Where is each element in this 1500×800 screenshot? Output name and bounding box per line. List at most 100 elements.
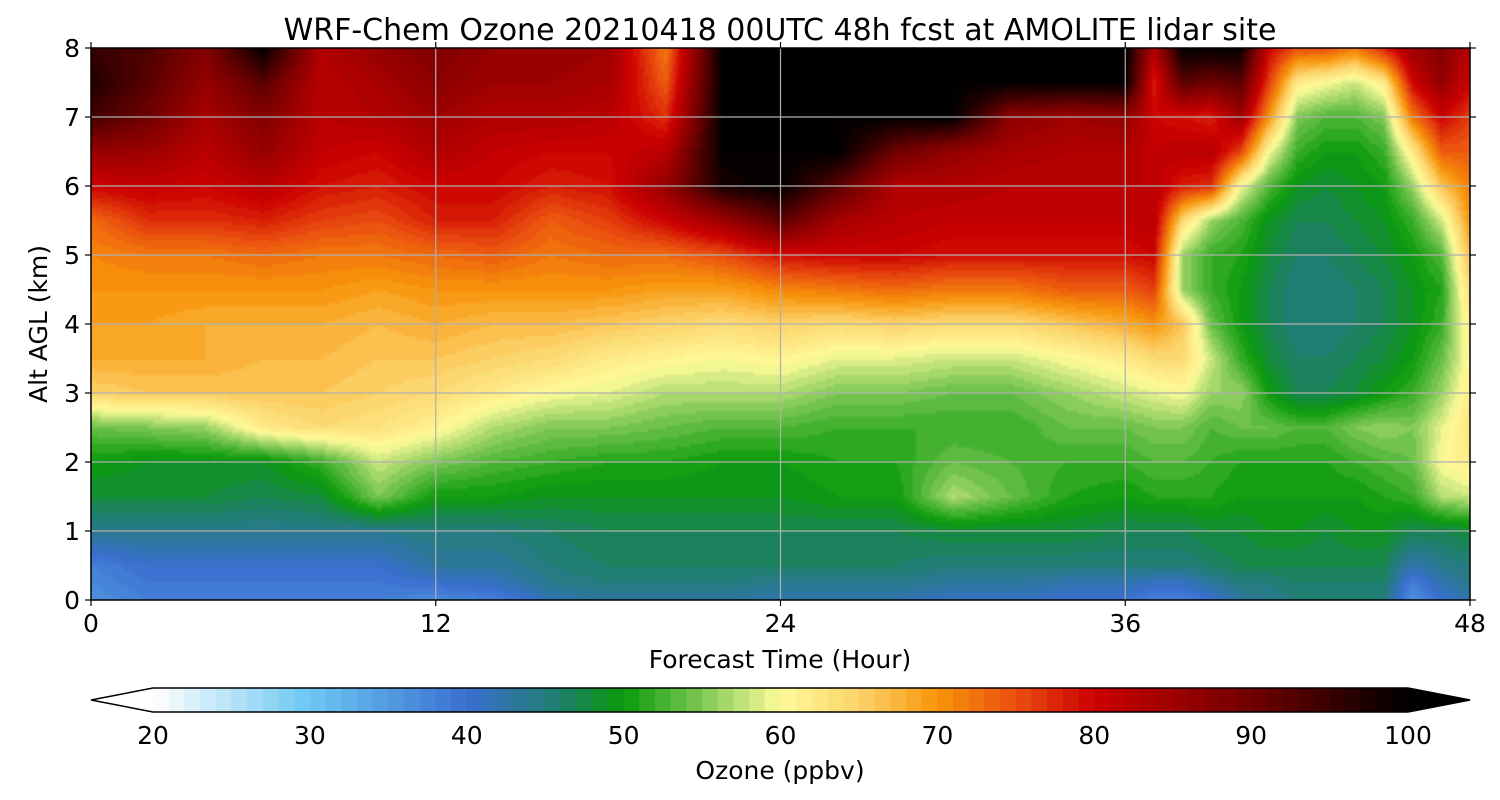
colorbar-swatch [702,688,719,712]
y-tick-label: 1 [64,517,80,546]
colorbar-swatch [294,688,311,712]
colorbar-swatch [827,688,844,712]
colorbar-swatch [435,688,452,712]
colorbar-swatch [1329,688,1346,712]
colorbar-swatch [1078,688,1095,712]
colorbar-swatch [388,688,405,712]
colorbar-swatch [168,688,185,712]
colorbar-tick-label: 70 [921,721,953,750]
colorbar-swatch [1235,688,1252,712]
colorbar-swatch [1313,688,1331,712]
colorbar-swatch [498,688,515,712]
colorbar-swatch [419,688,436,712]
colorbar-swatch [231,688,248,712]
colorbar-swatch [639,688,656,712]
colorbar-swatch [341,688,358,712]
colorbar-swatch [1031,688,1048,712]
colorbar-swatch [1094,688,1111,712]
colorbar-swatch [764,688,782,712]
colorbar-swatch [796,688,813,712]
colorbar-swatch [278,688,295,712]
colorbar-swatch [780,688,797,712]
colorbar-swatch [1157,688,1174,712]
colorbar-swatch [906,688,923,712]
colorbar-swatch [1392,688,1409,712]
colorbar-swatch [482,688,499,712]
colorbar-swatch [733,688,750,712]
y-tick-label: 4 [64,310,80,339]
y-tick-label: 6 [64,172,80,201]
colorbar-swatch [262,688,280,712]
x-axis-label: Forecast Time (Hour) [649,645,912,674]
colorbar-tick-label: 50 [608,721,640,750]
colorbar-swatch [200,688,217,712]
colorbar-swatch [404,688,421,712]
colorbar-high-extension [1408,688,1470,712]
colorbar-swatch [545,688,562,712]
colorbar-swatch [592,688,609,712]
colorbar-swatch [1376,688,1393,712]
x-tick-label: 12 [420,609,452,638]
colorbar-swatch [560,688,578,712]
y-tick-label: 3 [64,379,80,408]
colorbar-swatch [890,688,907,712]
colorbar-swatch [623,688,640,712]
colorbar-swatch [1172,688,1189,712]
colorbar-label: Ozone (ppbv) [695,756,864,785]
colorbar-swatch [153,688,170,712]
x-tick-label: 24 [765,609,797,638]
colorbar-swatch [325,688,342,712]
y-tick-label: 7 [64,103,80,132]
colorbar-swatch [184,688,201,712]
colorbar-swatch [858,688,876,712]
colorbar-swatch [1219,688,1237,712]
x-axis-ticks: 0 12 24 36 48 [83,42,1486,638]
colorbar-swatch [529,688,546,712]
x-tick-label: 0 [83,609,99,638]
colorbar-swatch [984,688,1001,712]
colorbar-swatch [670,688,687,712]
colorbar-swatch [1015,688,1033,712]
y-axis-label: Alt AGL (km) [24,245,53,403]
colorbar-swatch [1266,688,1284,712]
colorbar-swatch [1360,688,1378,712]
colorbar-swatch [1109,688,1127,712]
colorbar-swatch [1251,688,1268,712]
colorbar-swatch [686,688,703,712]
colorbar-tick-label: 60 [765,721,797,750]
colorbar-outline [90,687,1471,713]
colorbar-swatch [451,688,468,712]
colorbar-swatch [874,688,891,712]
colorbar-swatch [1062,688,1080,712]
colorbar-tick-label: 90 [1235,721,1267,750]
colorbar-swatch [247,688,264,712]
colorbar-swatch [937,688,954,712]
colorbar-swatch [953,688,970,712]
y-tick-label: 2 [64,448,80,477]
colorbar-swatch [1125,688,1142,712]
colorbar-swatch [215,688,233,712]
colorbar: 20 30 40 50 60 70 80 90 100 Ozone (ppbv) [90,687,1471,785]
colorbar-swatch [309,688,327,712]
colorbar-swatch [749,688,766,712]
colorbar-swatch [1000,688,1017,712]
colorbar-tick-label: 40 [451,721,483,750]
colorbar-swatch [1345,688,1362,712]
colorbar-swatch [811,688,829,712]
colorbar-ticks: 20 30 40 50 60 70 80 90 100 [137,721,1432,750]
colorbar-tick-label: 20 [137,721,169,750]
colorbar-swatch [372,688,389,712]
colorbar-swatch [655,688,672,712]
y-tick-label: 0 [64,586,80,615]
colorbar-tick-label: 100 [1384,721,1432,750]
colorbar-swatch [356,688,374,712]
colorbar-low-extension [91,688,153,712]
y-tick-label: 5 [64,241,80,270]
colorbar-swatch [968,688,986,712]
colorbar-swatch [1188,688,1205,712]
colorbar-tick-label: 30 [294,721,326,750]
colorbar-swatch [607,688,625,712]
colorbar-swatch [717,688,735,712]
